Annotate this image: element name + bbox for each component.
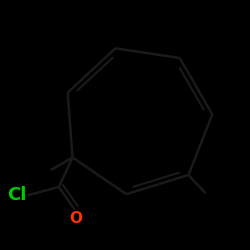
Text: O: O bbox=[69, 211, 82, 226]
Text: Cl: Cl bbox=[7, 186, 26, 204]
